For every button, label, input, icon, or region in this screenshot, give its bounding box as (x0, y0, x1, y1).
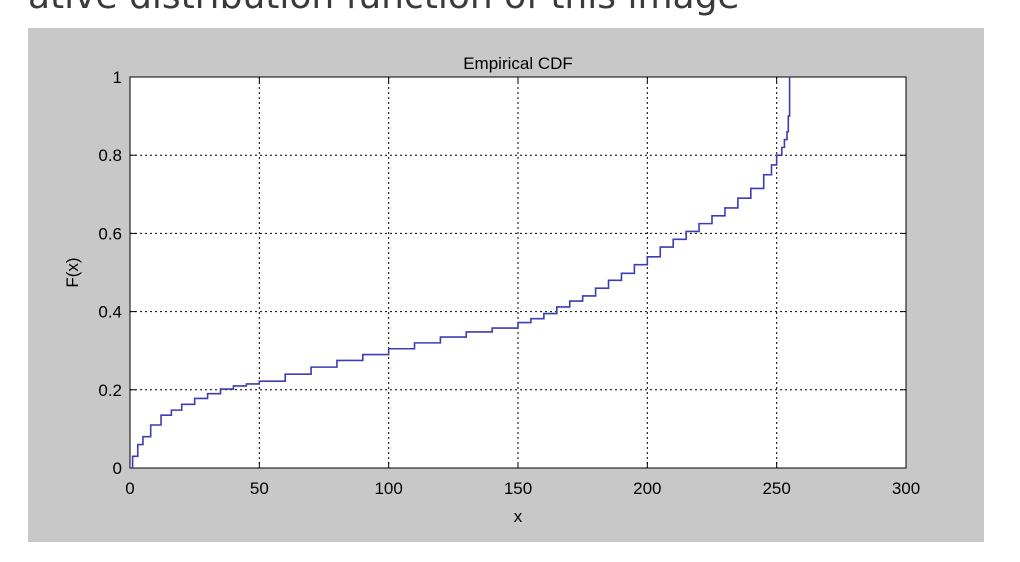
figure-panel: Empirical CDF x F(x) 0 50 100 150 200 250 300 … (28, 28, 984, 542)
header-text: ative distribution function of this imag… (28, 0, 740, 17)
y-axis-label: F(x) (63, 257, 82, 287)
x-tick-label: 0 (125, 479, 134, 498)
cdf-chart: Empirical CDF x F(x) 0 50 100 150 200 250 300 … (63, 54, 920, 526)
y-tick-label: 0.8 (98, 146, 122, 165)
x-tick-label: 200 (633, 479, 661, 498)
y-tick-labels: 0 0.2 0.4 0.6 0.8 1 (98, 68, 122, 478)
x-tick-labels: 0 50 100 150 200 250 300 (125, 479, 920, 498)
x-tick-label: 150 (504, 479, 532, 498)
y-tick-label: 0 (113, 459, 122, 478)
x-tick-label: 300 (892, 479, 920, 498)
x-tick-label: 250 (762, 479, 790, 498)
y-tick-label: 0.2 (98, 381, 122, 400)
x-axis-label: x (514, 507, 523, 526)
chart-title: Empirical CDF (463, 54, 573, 73)
y-tick-label: 0.4 (98, 303, 122, 322)
series-layer (130, 77, 791, 469)
y-tick-label: 0.6 (98, 224, 122, 243)
cdf-series-line (130, 77, 791, 469)
tick-marks (129, 76, 907, 469)
y-tick-label: 1 (113, 68, 122, 87)
x-tick-label: 100 (374, 479, 402, 498)
x-tick-label: 50 (250, 479, 269, 498)
